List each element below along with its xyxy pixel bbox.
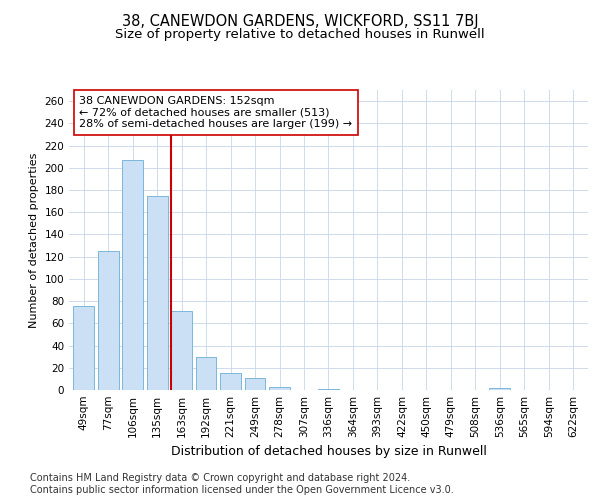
- Bar: [73, 306, 94, 390]
- Bar: [318, 389, 339, 390]
- Bar: [196, 356, 217, 390]
- Bar: [122, 160, 143, 390]
- Bar: [171, 311, 192, 390]
- Text: 38, CANEWDON GARDENS, WICKFORD, SS11 7BJ: 38, CANEWDON GARDENS, WICKFORD, SS11 7BJ: [122, 14, 478, 29]
- Text: Contains HM Land Registry data © Crown copyright and database right 2024.
Contai: Contains HM Land Registry data © Crown c…: [30, 474, 454, 495]
- Bar: [245, 378, 265, 390]
- Text: Size of property relative to detached houses in Runwell: Size of property relative to detached ho…: [115, 28, 485, 41]
- Bar: [98, 251, 119, 390]
- Text: 38 CANEWDON GARDENS: 152sqm
← 72% of detached houses are smaller (513)
28% of se: 38 CANEWDON GARDENS: 152sqm ← 72% of det…: [79, 96, 353, 129]
- Y-axis label: Number of detached properties: Number of detached properties: [29, 152, 39, 328]
- X-axis label: Distribution of detached houses by size in Runwell: Distribution of detached houses by size …: [170, 446, 487, 458]
- Bar: [490, 388, 510, 390]
- Bar: [220, 374, 241, 390]
- Bar: [147, 196, 167, 390]
- Bar: [269, 386, 290, 390]
